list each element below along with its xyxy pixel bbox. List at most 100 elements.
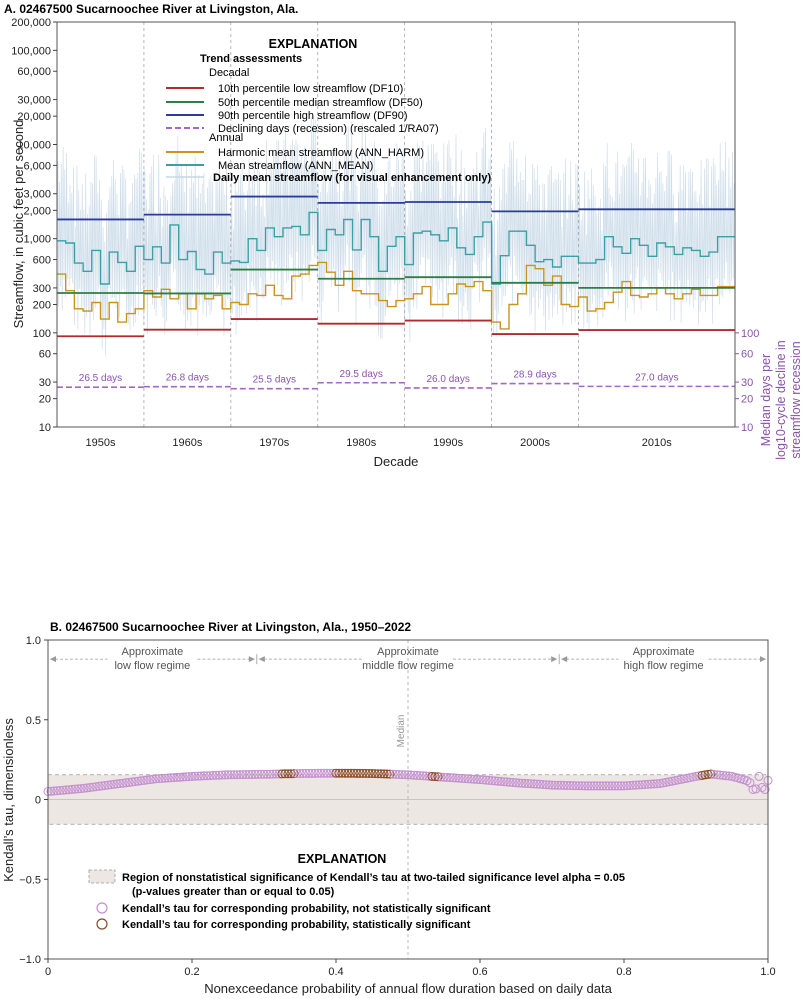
tau-point bbox=[676, 774, 686, 784]
tau-point bbox=[649, 779, 659, 789]
tau-point bbox=[589, 781, 599, 791]
tau-point bbox=[67, 784, 77, 794]
tau-point bbox=[661, 777, 671, 787]
regime-label-line-2: low flow regime bbox=[114, 660, 190, 672]
tau-point bbox=[58, 785, 68, 795]
legend-sig-label: Kendall’s tau for corresponding probabil… bbox=[122, 919, 471, 931]
tau-point bbox=[667, 776, 677, 786]
legend-band-label-2: (p-values greater than or equal to 0.05) bbox=[132, 886, 335, 898]
tau-point-significant bbox=[427, 771, 437, 781]
tau-point bbox=[724, 771, 734, 781]
tau-point bbox=[538, 780, 548, 789]
tau-point bbox=[160, 773, 170, 783]
tau-point-significant bbox=[373, 769, 383, 779]
tau-point bbox=[220, 770, 230, 780]
tau-point bbox=[424, 771, 434, 781]
tau-point-significant bbox=[355, 768, 365, 778]
tau-point bbox=[169, 773, 179, 783]
y2-tick-label: 20 bbox=[741, 394, 753, 406]
panel-b-x-label: Nonexceedance probability of annual flow… bbox=[204, 981, 612, 996]
annual-harmonic-mean-line bbox=[57, 261, 735, 330]
tau-point bbox=[541, 780, 551, 790]
tau-point bbox=[670, 776, 680, 786]
tau-point bbox=[181, 772, 191, 782]
tau-point bbox=[418, 771, 428, 781]
y-tick-label: 60,000 bbox=[17, 66, 51, 78]
tau-point bbox=[709, 769, 719, 779]
tau-point bbox=[292, 769, 302, 779]
tau-point bbox=[409, 770, 419, 780]
tau-point bbox=[313, 768, 323, 778]
tau-point bbox=[262, 769, 272, 779]
tau-point bbox=[94, 781, 104, 791]
tau-point bbox=[511, 778, 521, 788]
tau-point bbox=[52, 786, 62, 796]
tau-point bbox=[271, 769, 281, 779]
tau-point bbox=[265, 769, 275, 779]
tau-point bbox=[397, 770, 407, 780]
tau-point bbox=[439, 772, 449, 782]
y2-tick-label: 60 bbox=[741, 349, 753, 361]
tau-point bbox=[178, 772, 188, 782]
y-tick-label: 100,000 bbox=[11, 45, 51, 57]
tau-point-significant bbox=[349, 768, 359, 778]
panel-b-title: B. 02467500 Sucarnoochee River at Living… bbox=[50, 620, 411, 634]
tau-point bbox=[250, 769, 260, 779]
regime-arrowhead bbox=[561, 656, 568, 663]
tau-point bbox=[496, 776, 506, 786]
tau-point-significant bbox=[382, 769, 392, 779]
tau-point bbox=[613, 781, 623, 791]
tau-point bbox=[199, 771, 209, 781]
tau-point bbox=[553, 780, 563, 790]
tau-point bbox=[208, 770, 218, 780]
tau-point bbox=[307, 768, 317, 778]
tau-point bbox=[526, 779, 536, 789]
tau-point bbox=[445, 773, 455, 783]
tau-point bbox=[310, 768, 320, 778]
tau-point bbox=[79, 783, 89, 793]
tau-point bbox=[574, 781, 584, 791]
panel-b-x-axis: 0 0.2 0.4 0.6 0.8 1.0 bbox=[45, 959, 776, 978]
tau-point bbox=[211, 770, 221, 780]
tau-point bbox=[535, 779, 545, 789]
regime-label-line-1: Approximate bbox=[633, 646, 695, 658]
tau-point bbox=[682, 773, 692, 783]
tau-point bbox=[136, 776, 146, 786]
x-tick-label: 0.2 bbox=[184, 966, 199, 978]
y-tick-label: 100 bbox=[33, 328, 51, 340]
flow-regimes: Approximate low flow regime Approximate mid… bbox=[50, 646, 766, 672]
legend-ra07-label: Declining days (recession) (rescaled 1/R… bbox=[218, 123, 439, 135]
tau-point bbox=[109, 779, 119, 789]
tau-point bbox=[268, 769, 278, 779]
tau-point bbox=[73, 784, 83, 794]
y-tick-label: 20 bbox=[39, 394, 51, 406]
y2-label-line-1: Median days per bbox=[759, 354, 773, 446]
y-tick-label: 200 bbox=[33, 299, 51, 311]
tau-point bbox=[631, 780, 641, 790]
legend-harm-label: Harmonic mean streamflow (ANN_HARM) bbox=[218, 147, 424, 159]
tau-point bbox=[253, 769, 263, 779]
x-tick-label: 2010s bbox=[642, 437, 672, 449]
tau-point bbox=[595, 781, 605, 791]
tau-point bbox=[421, 771, 431, 781]
tau-point bbox=[478, 775, 488, 785]
y-tick-label: 6,000 bbox=[23, 160, 51, 172]
tau-point bbox=[580, 781, 590, 791]
tau-point bbox=[319, 768, 329, 778]
y-tick-label: 300 bbox=[33, 283, 51, 295]
x-tick-label: 1970s bbox=[259, 437, 289, 449]
tau-point bbox=[298, 769, 308, 778]
tau-point bbox=[487, 776, 497, 786]
ra07-label: 27.0 days bbox=[635, 372, 678, 383]
tau-point bbox=[748, 785, 758, 794]
ra07-label: 25.5 days bbox=[253, 375, 296, 386]
tau-point bbox=[721, 771, 731, 781]
tau-point bbox=[688, 772, 698, 782]
tau-point bbox=[403, 770, 413, 780]
tau-point-significant bbox=[697, 770, 707, 780]
tau-point bbox=[163, 773, 173, 783]
tau-point bbox=[517, 778, 527, 788]
regime-label-line-2: high flow regime bbox=[624, 660, 704, 672]
x-tick-label: 1.0 bbox=[760, 966, 775, 978]
tau-point bbox=[457, 773, 467, 783]
